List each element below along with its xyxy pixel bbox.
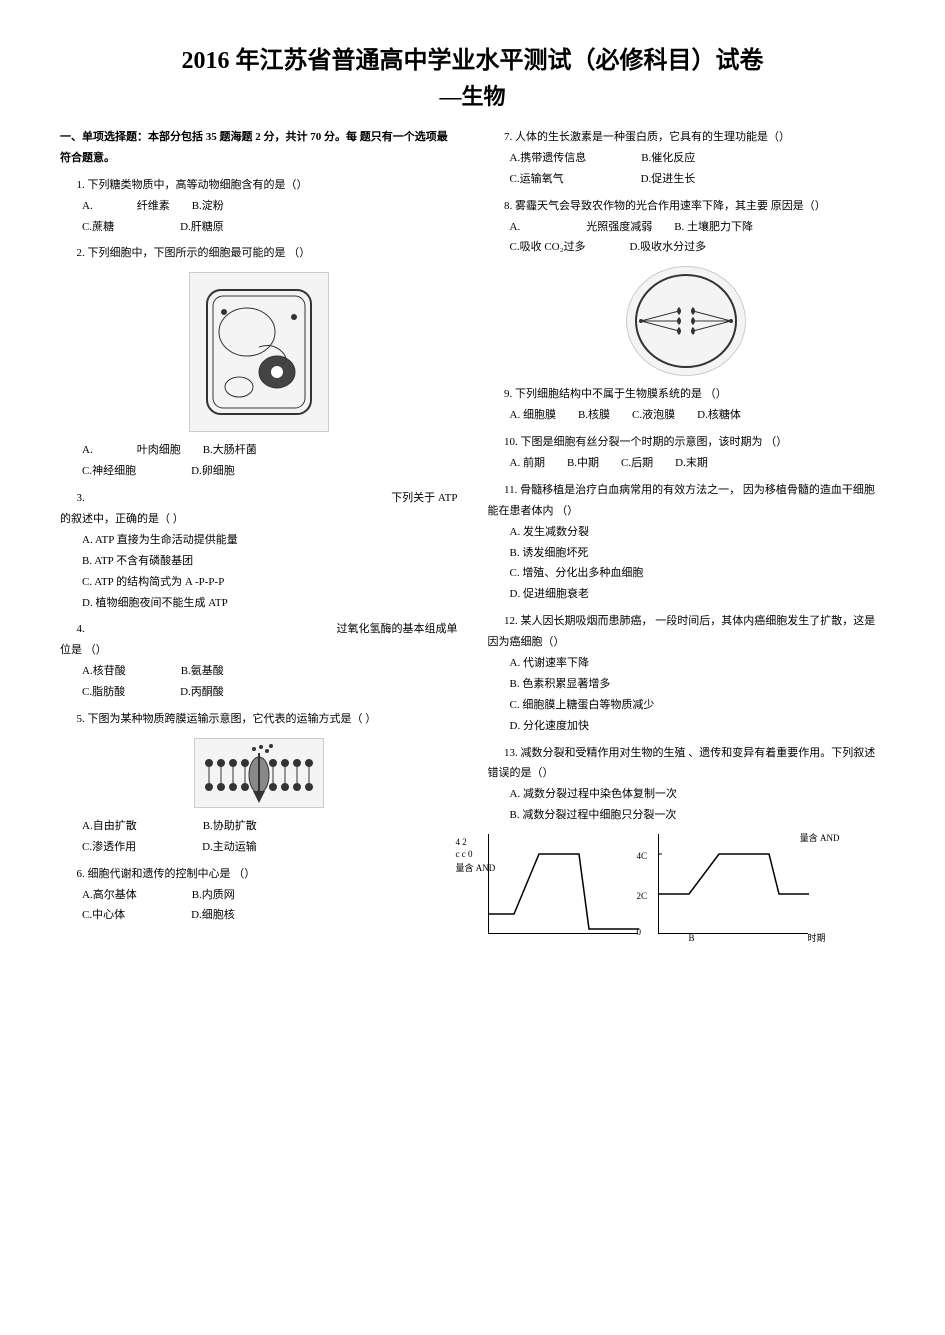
q10-opt-a: A. 前期 [510, 453, 545, 474]
chart-right-tick-4c: 4C [637, 848, 648, 865]
question-11: 11. 骨髓移植是治疗白血病常用的有效方法之一， 因为移植骨髓的造血干细胞能在患… [488, 480, 886, 605]
q4-opt-d: D.丙酮酸 [180, 682, 224, 703]
dna-charts: 4 2 c c 0 量含 AND 4C 2C 0 量含 AND 时期 [488, 834, 886, 934]
q1-text: 1. 下列糖类物质中，高等动物细胞含有的是（） [60, 175, 458, 196]
chart-right-letter: B [689, 930, 695, 947]
q5-opt-c: C.渗透作用 [82, 837, 136, 858]
q12-opt-c: C. 细胞膜上糖蛋白等物质减少 [510, 695, 886, 716]
q6-opt-d: D.细胞核 [191, 905, 235, 926]
q2-text: 2. 下列细胞中，下图所示的细胞最可能的是 （） [60, 243, 458, 264]
page-title: 2016 年江苏省普通高中学业水平测试（必修科目）试卷 [60, 40, 885, 75]
question-12: 12. 某人因长期吸烟而患肺癌， 一段时间后，其体内癌细胞发生了扩散，这是因为癌… [488, 611, 886, 736]
q10-opt-c: C.后期 [621, 453, 653, 474]
q4-opt-b: B.氨基酸 [181, 661, 224, 682]
q2-opt-a: A. 叶肉细胞 [82, 440, 181, 461]
q3-line1: 3.下列关于 ATP [60, 488, 458, 509]
chart-right-tick-2c: 2C [637, 888, 648, 905]
q3-opt-a: A. ATP 直接为生命活动提供能量 [82, 530, 458, 551]
q4-opt-c: C.脂肪酸 [82, 682, 125, 703]
chart-left-midlabel: c c 0 [456, 846, 473, 863]
q11-opt-a: A. 发生减数分裂 [510, 522, 886, 543]
q13-opt-b: B. 减数分裂过程中细胞只分裂一次 [510, 805, 886, 826]
question-3: 3.下列关于 ATP 的叙述中，正确的是（ ） A. ATP 直接为生命活动提供… [60, 488, 458, 613]
question-13: 13. 减数分裂和受精作用对生物的生殖 、遗传和变异有着重要作用。下列叙述错误的… [488, 743, 886, 827]
question-7: 7. 人体的生长激素是一种蛋白质，它具有的生理功能是（） A.携带遗传信息 B.… [488, 127, 886, 190]
cell-diagram [189, 272, 329, 432]
q6-text: 6. 细胞代谢和遗传的控制中心是 （） [60, 864, 458, 885]
q9-opt-b: B.核膜 [578, 405, 610, 426]
q11-text: 11. 骨髓移植是治疗白血病常用的有效方法之一， 因为移植骨髓的造血干细胞能在患… [488, 480, 886, 522]
q6-opt-b: B.内质网 [192, 885, 235, 906]
q3-opt-c: C. ATP 的结构简式为 A -P-P-P [82, 572, 458, 593]
q13-text: 13. 减数分裂和受精作用对生物的生殖 、遗传和变异有着重要作用。下列叙述错误的… [488, 743, 886, 785]
chart-right: 4C 2C 0 量含 AND 时期 B [658, 834, 808, 934]
q12-opt-b: B. 色素积累显著增多 [510, 674, 886, 695]
q5-opt-a: A.自由扩散 [82, 816, 137, 837]
q2-opt-d: D.卵细胞 [191, 461, 235, 482]
q6-opt-a: A.高尔基体 [82, 885, 137, 906]
q3-line2: 的叙述中，正确的是（ ） [60, 509, 458, 530]
q12-text: 12. 某人因长期吸烟而患肺癌， 一段时间后，其体内癌细胞发生了扩散，这是因为癌… [488, 611, 886, 653]
q11-opt-d: D. 促进细胞衰老 [510, 584, 886, 605]
q12-opt-a: A. 代谢速率下降 [510, 653, 886, 674]
q9-opt-c: C.液泡膜 [632, 405, 675, 426]
chart-right-tick-0: 0 [637, 924, 642, 941]
content-columns: 一、单项选择题：本部分包括 35 题海题 2 分，共计 70 分。每 题只有一个… [60, 127, 885, 947]
q7-opt-d: D.促进生长 [641, 169, 696, 190]
question-2: 2. 下列细胞中，下图所示的细胞最可能的是 （） A. 叶肉细胞 B.大肠杆菌 … [60, 243, 458, 482]
chart-right-xlabel: 时期 [807, 930, 825, 947]
q11-opt-c: C. 增殖、分化出多种血细胞 [510, 563, 886, 584]
membrane-diagram [194, 738, 324, 808]
q8-opt-d: D.吸收水分过多 [629, 237, 706, 258]
q13-opt-a: A. 减数分裂过程中染色体复制一次 [510, 784, 886, 805]
question-6: 6. 细胞代谢和遗传的控制中心是 （） A.高尔基体 B.内质网 C.中心体 D… [60, 864, 458, 927]
q2-opt-b: B.大肠杆菌 [203, 440, 257, 461]
q7-opt-b: B.催化反应 [641, 148, 695, 169]
question-5: 5. 下图为某种物质跨膜运输示意图，它代表的运输方式是（ ） [60, 709, 458, 858]
q5-text: 5. 下图为某种物质跨膜运输示意图，它代表的运输方式是（ ） [60, 709, 458, 730]
q3-opt-b: B. ATP 不含有磷酸基团 [82, 551, 458, 572]
q7-opt-a: A.携带遗传信息 [510, 148, 587, 169]
q5-opt-d: D.主动运输 [202, 837, 257, 858]
question-1: 1. 下列糖类物质中，高等动物细胞含有的是（） A. 纤维素 B.淀粉 C.蔗糖… [60, 175, 458, 238]
q4-opt-a: A.核苷酸 [82, 661, 126, 682]
q4-line1: 4.过氧化氢酶的基本组成单 [60, 619, 458, 640]
q9-opt-d: D.核糖体 [697, 405, 741, 426]
q5-opt-b: B.协助扩散 [203, 816, 257, 837]
section-header: 一、单项选择题：本部分包括 35 题海题 2 分，共计 70 分。每 题只有一个… [60, 127, 458, 169]
q1-opt-b: B.淀粉 [192, 196, 224, 217]
q7-text: 7. 人体的生长激素是一种蛋白质，它具有的生理功能是（） [488, 127, 886, 148]
q8-text: 8. 雾霾天气会导致农作物的光合作用速率下降，其主要 原因是（） [488, 196, 886, 217]
q10-opt-b: B.中期 [567, 453, 599, 474]
q6-opt-c: C.中心体 [82, 905, 125, 926]
mitosis-diagram [626, 266, 746, 376]
q2-opt-c: C.神经细胞 [82, 461, 136, 482]
q9-text: 9. 下列细胞结构中不属于生物膜系统的是 （） [488, 384, 886, 405]
question-4: 4.过氧化氢酶的基本组成单 位是 （） A.核苷酸 B.氨基酸 C.脂肪酸 D.… [60, 619, 458, 703]
question-8: 8. 雾霾天气会导致农作物的光合作用速率下降，其主要 原因是（） A. 光照强度… [488, 196, 886, 377]
q8-opt-c: C.吸收 CO₂过多 [510, 237, 586, 258]
q4-line2: 位是 （） [60, 640, 458, 661]
q10-opt-d: D.末期 [675, 453, 708, 474]
q11-opt-b: B. 诱发细胞坏死 [510, 543, 886, 564]
q1-opt-c: C.蔗糖 [82, 217, 114, 238]
page-subtitle: —生物 [60, 79, 885, 111]
q8-opt-a: A. 光照强度减弱 [510, 217, 653, 238]
question-9: 9. 下列细胞结构中不属于生物膜系统的是 （） A. 细胞膜 B.核膜 C.液泡… [488, 384, 886, 426]
q12-opt-d: D. 分化速度加快 [510, 716, 886, 737]
q8-opt-b: B. 土壤肥力下降 [674, 217, 753, 238]
chart-right-ylabel: 量含 AND [800, 834, 840, 844]
q3-opt-d: D. 植物细胞夜间不能生成 ATP [82, 593, 458, 614]
q1-opt-a: A. 纤维素 [82, 196, 170, 217]
chart-left [488, 834, 638, 934]
q10-text: 10. 下图是细胞有丝分裂一个时期的示意图，该时期为 （） [488, 432, 886, 453]
q9-opt-a: A. 细胞膜 [510, 405, 556, 426]
q1-opt-d: D.肝糖原 [180, 217, 224, 238]
q7-opt-c: C.运输氧气 [510, 169, 564, 190]
question-10: 10. 下图是细胞有丝分裂一个时期的示意图，该时期为 （） A. 前期 B.中期… [488, 432, 886, 474]
